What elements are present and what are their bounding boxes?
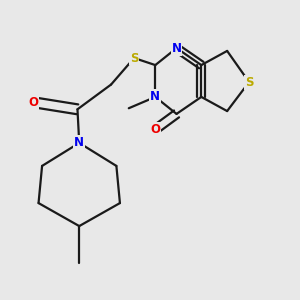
Text: O: O <box>150 123 160 136</box>
Text: N: N <box>150 90 160 104</box>
Text: S: S <box>130 52 138 64</box>
Text: S: S <box>245 76 253 88</box>
Text: N: N <box>74 136 84 149</box>
Text: N: N <box>172 42 182 55</box>
Text: O: O <box>28 96 38 109</box>
